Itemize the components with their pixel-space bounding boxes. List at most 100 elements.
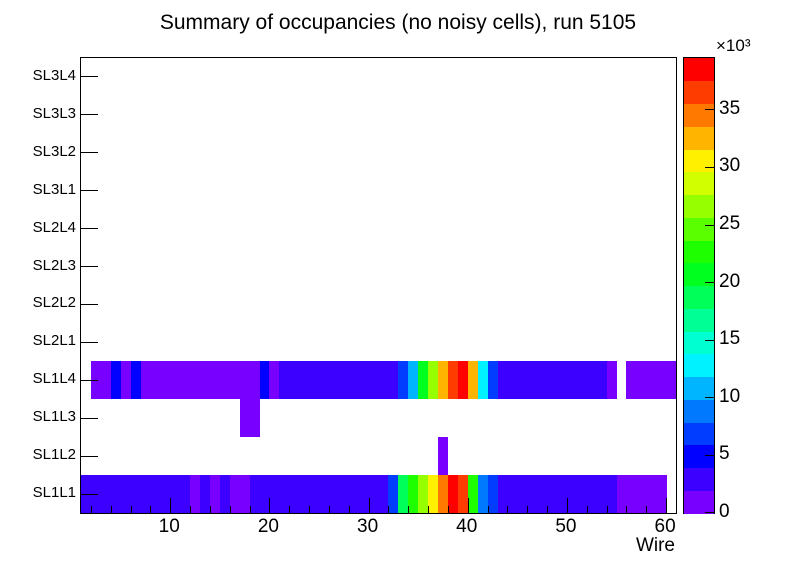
heatmap-cell xyxy=(219,475,231,513)
x-axis-tick xyxy=(428,506,430,513)
y-axis-tick xyxy=(81,152,98,154)
x-axis-tick xyxy=(90,506,92,513)
colorbar-tick xyxy=(705,166,714,168)
colorbar-band xyxy=(684,285,714,309)
heatmap-cell xyxy=(328,361,340,400)
heatmap-cell xyxy=(180,475,191,513)
heatmap-cell xyxy=(309,475,320,513)
x-axis-tick xyxy=(110,506,112,513)
heatmap-cell xyxy=(120,475,132,513)
heatmap-cell xyxy=(378,361,389,400)
heatmap-cell xyxy=(368,475,379,513)
colorbar-tick xyxy=(705,282,714,284)
heatmap-cell xyxy=(299,361,310,400)
colorbar-band xyxy=(684,194,714,218)
heatmap-cell xyxy=(170,475,181,513)
heatmap-cell xyxy=(200,475,211,513)
heatmap-cell xyxy=(249,475,260,513)
x-axis-tick xyxy=(269,498,271,513)
x-axis-tick xyxy=(190,506,192,513)
y-axis-label-sl2l3: SL2L3 xyxy=(32,256,76,274)
heatmap-cell xyxy=(160,361,171,400)
colorbar-band xyxy=(684,126,714,150)
x-axis-tick xyxy=(586,506,588,513)
heatmap-cell xyxy=(497,475,508,513)
heatmap-cell xyxy=(279,361,290,400)
y-axis-label-sl2l4: SL2L4 xyxy=(32,218,76,236)
heatmap-cell xyxy=(348,475,360,513)
heatmap-cell xyxy=(110,475,122,513)
heatmap-cell xyxy=(517,361,528,400)
colorbar-band xyxy=(684,490,714,514)
heatmap-cell xyxy=(586,361,598,400)
heatmap-cell xyxy=(348,361,360,400)
heatmap-cell xyxy=(190,361,201,400)
heatmap-cell xyxy=(229,475,241,513)
heatmap-cell xyxy=(408,475,419,513)
heatmap-cell xyxy=(299,475,310,513)
heatmap-cell xyxy=(328,475,340,513)
heatmap-cell xyxy=(249,361,260,400)
heatmap-cell xyxy=(378,475,389,513)
heatmap-cell xyxy=(566,361,578,400)
heatmap-cell xyxy=(358,361,370,400)
colorbar-scale-label: ×10³ xyxy=(716,36,751,55)
heatmap-cell xyxy=(626,361,637,400)
colorbar-tick xyxy=(705,339,714,341)
heatmap-cell xyxy=(239,475,251,513)
x-axis-tick xyxy=(150,506,152,513)
colorbar-tick xyxy=(705,109,714,111)
heatmap-cell xyxy=(457,361,469,400)
heatmap-cell xyxy=(547,475,558,513)
heatmap-cell xyxy=(190,475,201,513)
y-axis-tick xyxy=(81,303,98,305)
x-axis-tick xyxy=(606,506,608,513)
y-axis-label-sl3l1: SL3L1 xyxy=(32,180,76,198)
colorbar-band xyxy=(684,171,714,195)
colorbar-tick-label: 15 xyxy=(719,328,741,350)
heatmap-cell xyxy=(319,475,330,513)
heatmap-cell xyxy=(239,399,251,438)
y-axis-label-sl2l1: SL2L1 xyxy=(32,332,76,350)
colorbar-band xyxy=(684,331,714,355)
colorbar-band xyxy=(684,467,714,491)
heatmap-cell xyxy=(239,361,251,400)
x-axis-tick-label: 30 xyxy=(357,516,379,537)
heatmap-cell xyxy=(289,475,300,513)
x-axis-tick xyxy=(289,506,291,513)
x-axis-tick xyxy=(309,506,311,513)
heatmap-cell xyxy=(398,475,409,513)
heatmap-cell xyxy=(130,361,141,400)
heatmap-cell xyxy=(289,361,300,400)
heatmap-cell xyxy=(180,361,191,400)
plot-frame xyxy=(80,57,677,514)
x-axis-tick xyxy=(666,498,668,513)
y-axis-tick xyxy=(81,417,98,419)
x-axis-tick xyxy=(408,506,410,513)
y-axis-tick xyxy=(81,76,98,78)
colorbar-tick-label: 20 xyxy=(719,270,741,292)
heatmap-cell xyxy=(656,475,667,513)
y-axis-tick xyxy=(81,455,98,457)
y-axis-label-sl3l4: SL3L4 xyxy=(32,66,76,84)
heatmap-cell xyxy=(428,361,439,400)
colorbar-band xyxy=(684,240,714,264)
heatmap-cell xyxy=(467,361,479,400)
y-axis-label-sl1l1: SL1L1 xyxy=(32,484,76,502)
x-axis-tick xyxy=(626,506,628,513)
heatmap-cell xyxy=(586,475,598,513)
heatmap-cell xyxy=(408,361,419,400)
heatmap-cell xyxy=(547,361,558,400)
heatmap-cell xyxy=(279,475,290,513)
colorbar-tick xyxy=(705,224,714,226)
colorbar-tick xyxy=(705,512,714,513)
heatmap-cell xyxy=(497,361,508,400)
heatmap-cell xyxy=(358,475,370,513)
colorbar-band xyxy=(684,308,714,332)
x-axis-tick xyxy=(348,506,350,513)
heatmap-cell xyxy=(398,361,409,400)
x-axis-title: Wire xyxy=(635,535,675,556)
heatmap-cell xyxy=(418,361,429,400)
y-axis-tick xyxy=(81,493,98,495)
colorbar-band xyxy=(684,149,714,173)
